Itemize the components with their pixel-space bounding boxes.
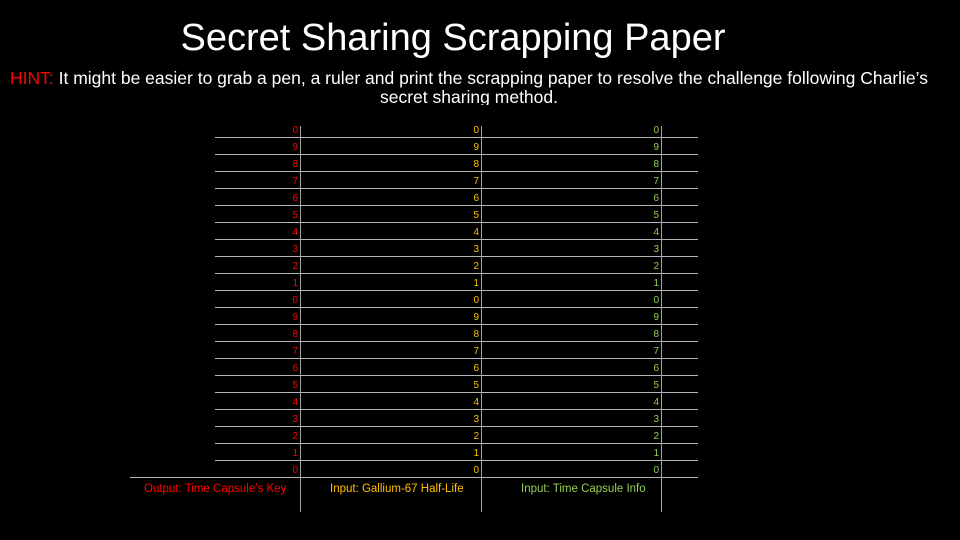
rule-line (215, 171, 698, 172)
scale-digit: 3 (653, 244, 659, 255)
scale-digit: 1 (653, 278, 659, 289)
scale-digit: 2 (292, 431, 298, 442)
scale-digit: 5 (292, 210, 298, 221)
scale-digit: 8 (473, 329, 479, 340)
rule-line (215, 443, 698, 444)
scale-digit: 3 (473, 414, 479, 425)
scale-digit: 3 (653, 414, 659, 425)
rule-line (215, 137, 698, 138)
scale-digit: 8 (653, 329, 659, 340)
rule-line (215, 426, 698, 427)
scale-digit: 9 (292, 312, 298, 323)
column-line (661, 126, 662, 512)
scale-digit: 5 (473, 210, 479, 221)
rule-line (215, 460, 698, 461)
rule-line (215, 324, 698, 325)
scale-digit: 2 (473, 431, 479, 442)
scale-digit: 8 (292, 329, 298, 340)
scale-digit: 9 (473, 312, 479, 323)
scale-digit: 2 (473, 261, 479, 272)
scale-digit: 8 (292, 159, 298, 170)
scale-digit: 1 (292, 448, 298, 459)
rule-line (215, 409, 698, 410)
scale-digit: 3 (292, 414, 298, 425)
rule-line (215, 205, 698, 206)
scale-digit: 8 (473, 159, 479, 170)
column-label: Input: Gallium-67 Half-Life (330, 483, 464, 495)
scale-digit: 8 (653, 159, 659, 170)
scale-digit: 5 (292, 380, 298, 391)
scale-digit: 6 (653, 363, 659, 374)
rule-line (215, 307, 698, 308)
rule-line (215, 154, 698, 155)
rule-line (215, 375, 698, 376)
rule-line (215, 392, 698, 393)
scale-digit: 7 (292, 176, 298, 187)
scale-digit: 9 (473, 142, 479, 153)
scale-digit: 4 (473, 397, 479, 408)
scale-digit: 4 (292, 227, 298, 238)
rule-line (215, 222, 698, 223)
rule-line (215, 358, 698, 359)
scale-digit: 3 (473, 244, 479, 255)
scale-digit: 0 (473, 295, 479, 306)
scale-digit: 7 (473, 346, 479, 357)
scale-digit: 0 (473, 465, 479, 476)
scale-digit: 6 (292, 363, 298, 374)
scale-digit: 7 (473, 176, 479, 187)
scale-digit: 4 (653, 227, 659, 238)
rule-line (215, 239, 698, 240)
scale-digit: 6 (292, 193, 298, 204)
column-line (300, 126, 301, 512)
scale-digit: 2 (292, 261, 298, 272)
scale-digit: 1 (473, 278, 479, 289)
scale-digit: 4 (292, 397, 298, 408)
scale-digit: 0 (292, 465, 298, 476)
hint-body: It might be easier to grab a pen, a rule… (53, 69, 928, 105)
scale-digit: 4 (653, 397, 659, 408)
scale-digit: 9 (653, 142, 659, 153)
column-line (481, 126, 482, 512)
scale-digit: 7 (653, 176, 659, 187)
rule-line (215, 341, 698, 342)
scale-digit: 2 (653, 431, 659, 442)
hint-text: HINT: It might be easier to grab a pen, … (0, 69, 938, 105)
scale-digit: 7 (292, 346, 298, 357)
rule-line (215, 188, 698, 189)
column-label: Input: Time Capsule Info (521, 483, 646, 495)
scale-digit: 0 (653, 465, 659, 476)
rule-line (130, 477, 698, 478)
scale-digit: 5 (653, 380, 659, 391)
scale-digit: 1 (292, 278, 298, 289)
scale-digit: 0 (653, 125, 659, 136)
scale-digit: 5 (473, 380, 479, 391)
scale-digit: 1 (473, 448, 479, 459)
scale-digit: 0 (653, 295, 659, 306)
scale-digit: 4 (473, 227, 479, 238)
scale-digit: 6 (473, 363, 479, 374)
scale-digit: 6 (473, 193, 479, 204)
column-label: Output: Time Capsule’s Key (144, 483, 287, 495)
rule-line (215, 273, 698, 274)
scale-digit: 1 (653, 448, 659, 459)
scale-digit: 6 (653, 193, 659, 204)
scale-digit: 5 (653, 210, 659, 221)
page-title: Secret Sharing Scrapping Paper (180, 17, 726, 59)
scale-digit: 9 (653, 312, 659, 323)
scale-digit: 7 (653, 346, 659, 357)
scale-digit: 9 (292, 142, 298, 153)
scale-digit: 2 (653, 261, 659, 272)
scale-digit: 0 (292, 295, 298, 306)
hint-label: HINT: (10, 69, 54, 88)
rule-line (215, 290, 698, 291)
scale-digit: 0 (473, 125, 479, 136)
rule-line (215, 256, 698, 257)
scale-digit: 0 (292, 125, 298, 136)
scale-digit: 3 (292, 244, 298, 255)
